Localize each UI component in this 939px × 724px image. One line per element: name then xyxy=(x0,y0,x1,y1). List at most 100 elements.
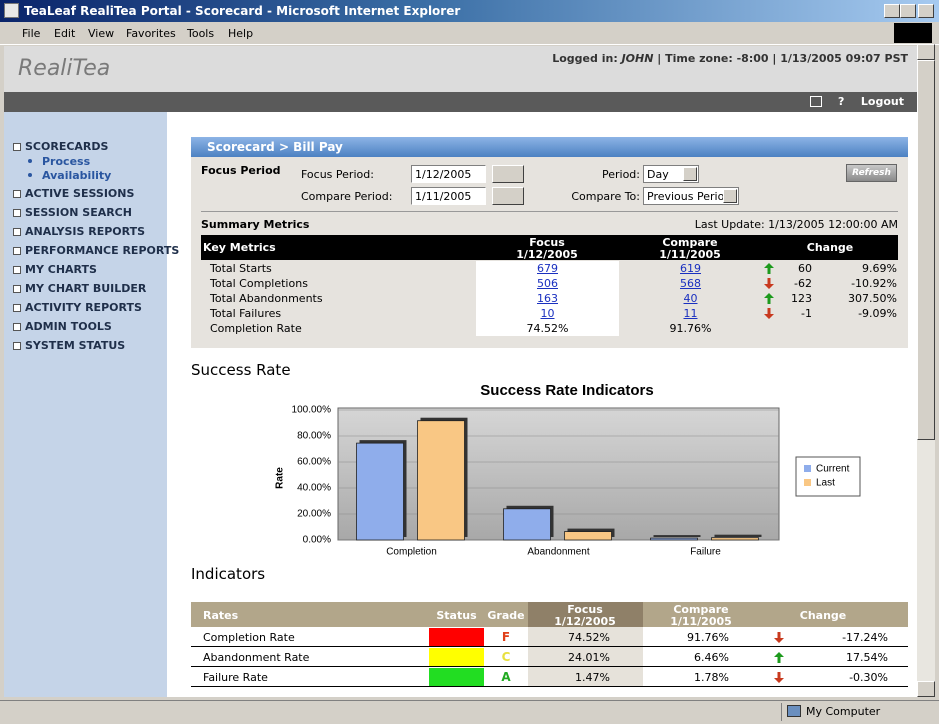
change-percent: -10.92% xyxy=(851,277,897,290)
summary-header: Key Metrics Focus 1/12/2005 Compare 1/11/200… xyxy=(201,235,898,261)
menu-item[interactable]: File xyxy=(22,27,41,40)
nav-box xyxy=(13,143,21,151)
nav-box xyxy=(13,247,21,255)
nav-box xyxy=(13,209,21,217)
menu-item[interactable]: Tools xyxy=(187,27,215,40)
focus-cell xyxy=(476,291,619,306)
section-heading: Indicators xyxy=(191,565,266,583)
calendar-button[interactable] xyxy=(492,187,524,205)
help-link[interactable]: ? xyxy=(838,95,845,108)
menu-item[interactable]: Help xyxy=(228,27,254,40)
print-icon[interactable] xyxy=(810,96,822,107)
scroll-up[interactable] xyxy=(917,44,935,60)
change-value: 17.54% xyxy=(846,651,888,664)
focus-value: 24.01% xyxy=(568,651,610,664)
change-percent: -9.09% xyxy=(858,307,897,320)
nav-subitem[interactable]: Process xyxy=(42,155,91,168)
focus-bg xyxy=(528,627,643,646)
session-info: | Time zone: -8:00 | 1/13/2005 09:07 PST xyxy=(657,52,908,65)
menu-item[interactable]: View xyxy=(88,27,115,40)
nav-box xyxy=(13,266,21,274)
arrow-down xyxy=(774,672,784,683)
arrow-up xyxy=(764,263,774,274)
focus-value[interactable]: 506 xyxy=(537,277,558,290)
nav-box xyxy=(13,342,21,350)
logout-link[interactable]: Logout xyxy=(860,95,904,108)
status-cell xyxy=(429,628,484,646)
menu-item[interactable]: Favorites xyxy=(126,27,176,40)
focus-cell xyxy=(476,261,619,276)
summary-title: Summary Metrics xyxy=(201,218,310,231)
nav-item[interactable]: PERFORMANCE REPORTS xyxy=(25,244,180,257)
nav-item[interactable]: SESSION SEARCH xyxy=(25,206,132,219)
nav-item[interactable]: SCORECARDS xyxy=(25,140,109,153)
scrollbar[interactable] xyxy=(917,44,935,697)
focus-value: 74.52% xyxy=(526,322,569,335)
focus-bg xyxy=(528,667,643,686)
rate-name: Completion Rate xyxy=(203,631,295,644)
header-cell: 1/12/2005 xyxy=(516,248,578,261)
nav-item[interactable]: ADMIN TOOLS xyxy=(25,320,112,333)
compare-value[interactable]: 11 xyxy=(683,307,698,320)
nav-subitem[interactable]: Availability xyxy=(42,169,112,182)
row-line xyxy=(191,646,908,647)
nav-item[interactable]: MY CHART BUILDER xyxy=(25,282,147,295)
metric-name: Total Completions xyxy=(210,277,308,290)
header-cell: 1/11/2005 xyxy=(659,248,721,261)
focus-label: Focus Period: xyxy=(301,168,374,181)
calendar-button[interactable] xyxy=(492,165,524,183)
indicators-table: Rates Status Grade Focus 1/12/2005 Compare 1/1… xyxy=(191,602,908,688)
focus-value[interactable]: 10 xyxy=(540,307,555,320)
period-select[interactable]: Day xyxy=(643,165,699,183)
compare-value[interactable]: 568 xyxy=(680,277,701,290)
compare-value[interactable]: 619 xyxy=(680,262,701,275)
minimize-button[interactable] xyxy=(884,4,900,18)
compare-label: Compare Period: xyxy=(301,190,393,203)
change-percent: 9.69% xyxy=(862,262,897,275)
close-button[interactable] xyxy=(918,4,934,18)
status-bar: My Computer xyxy=(0,700,939,724)
header-cell: Focus xyxy=(567,603,603,616)
zone-label: My Computer xyxy=(806,705,881,718)
maximize-button[interactable] xyxy=(900,4,916,18)
focus-value[interactable]: 679 xyxy=(537,262,558,275)
compare-to-select[interactable]: Previous Period xyxy=(643,187,739,205)
header-cell: Grade xyxy=(487,609,525,622)
nav-item[interactable]: SYSTEM STATUS xyxy=(25,339,126,352)
refresh-button[interactable]: Refresh xyxy=(846,164,897,182)
x-tick-label: Completion xyxy=(386,547,437,558)
nav-item[interactable]: ANALYSIS REPORTS xyxy=(25,225,146,238)
nav-item[interactable]: MY CHARTS xyxy=(25,263,97,276)
arrow-down xyxy=(764,278,774,289)
menu-item[interactable]: Edit xyxy=(54,27,76,40)
y-tick-label: 80.00% xyxy=(297,431,331,442)
nav-bullet xyxy=(28,159,32,163)
header-cell: 1/12/2005 xyxy=(554,615,616,628)
nav-box xyxy=(13,285,21,293)
menu-bar: File Edit View Favorites Tools Help xyxy=(0,22,939,45)
metric-name: Completion Rate xyxy=(210,322,302,335)
focus-input[interactable]: 1/12/2005 xyxy=(411,165,486,183)
ie-logo xyxy=(894,23,932,43)
x-tick-label: Abandonment xyxy=(527,547,589,558)
scroll-thumb[interactable] xyxy=(917,60,935,440)
nav-box xyxy=(13,228,21,236)
rate-name: Abandonment Rate xyxy=(203,651,310,664)
x-tick-label: Failure xyxy=(690,547,721,558)
change-value: -0.30% xyxy=(849,671,888,684)
scroll-down[interactable] xyxy=(917,681,935,697)
nav-item[interactable]: ACTIVE SESSIONS xyxy=(25,187,135,200)
focus-value[interactable]: 163 xyxy=(537,292,558,305)
compare-value: 1.78% xyxy=(694,671,729,684)
separator xyxy=(201,211,898,212)
chart: Success Rate Indicators Rate 0.00% 20.00%… xyxy=(275,382,861,558)
compare-input[interactable]: 1/11/2005 xyxy=(411,187,486,205)
nav-item[interactable]: ACTIVITY REPORTS xyxy=(25,301,142,314)
compare-value[interactable]: 40 xyxy=(683,292,698,305)
change-value: -17.24% xyxy=(842,631,888,644)
compare-value: 6.46% xyxy=(694,651,729,664)
nav-box xyxy=(13,304,21,312)
arrow-shape xyxy=(764,293,774,304)
app-icon xyxy=(4,3,19,18)
